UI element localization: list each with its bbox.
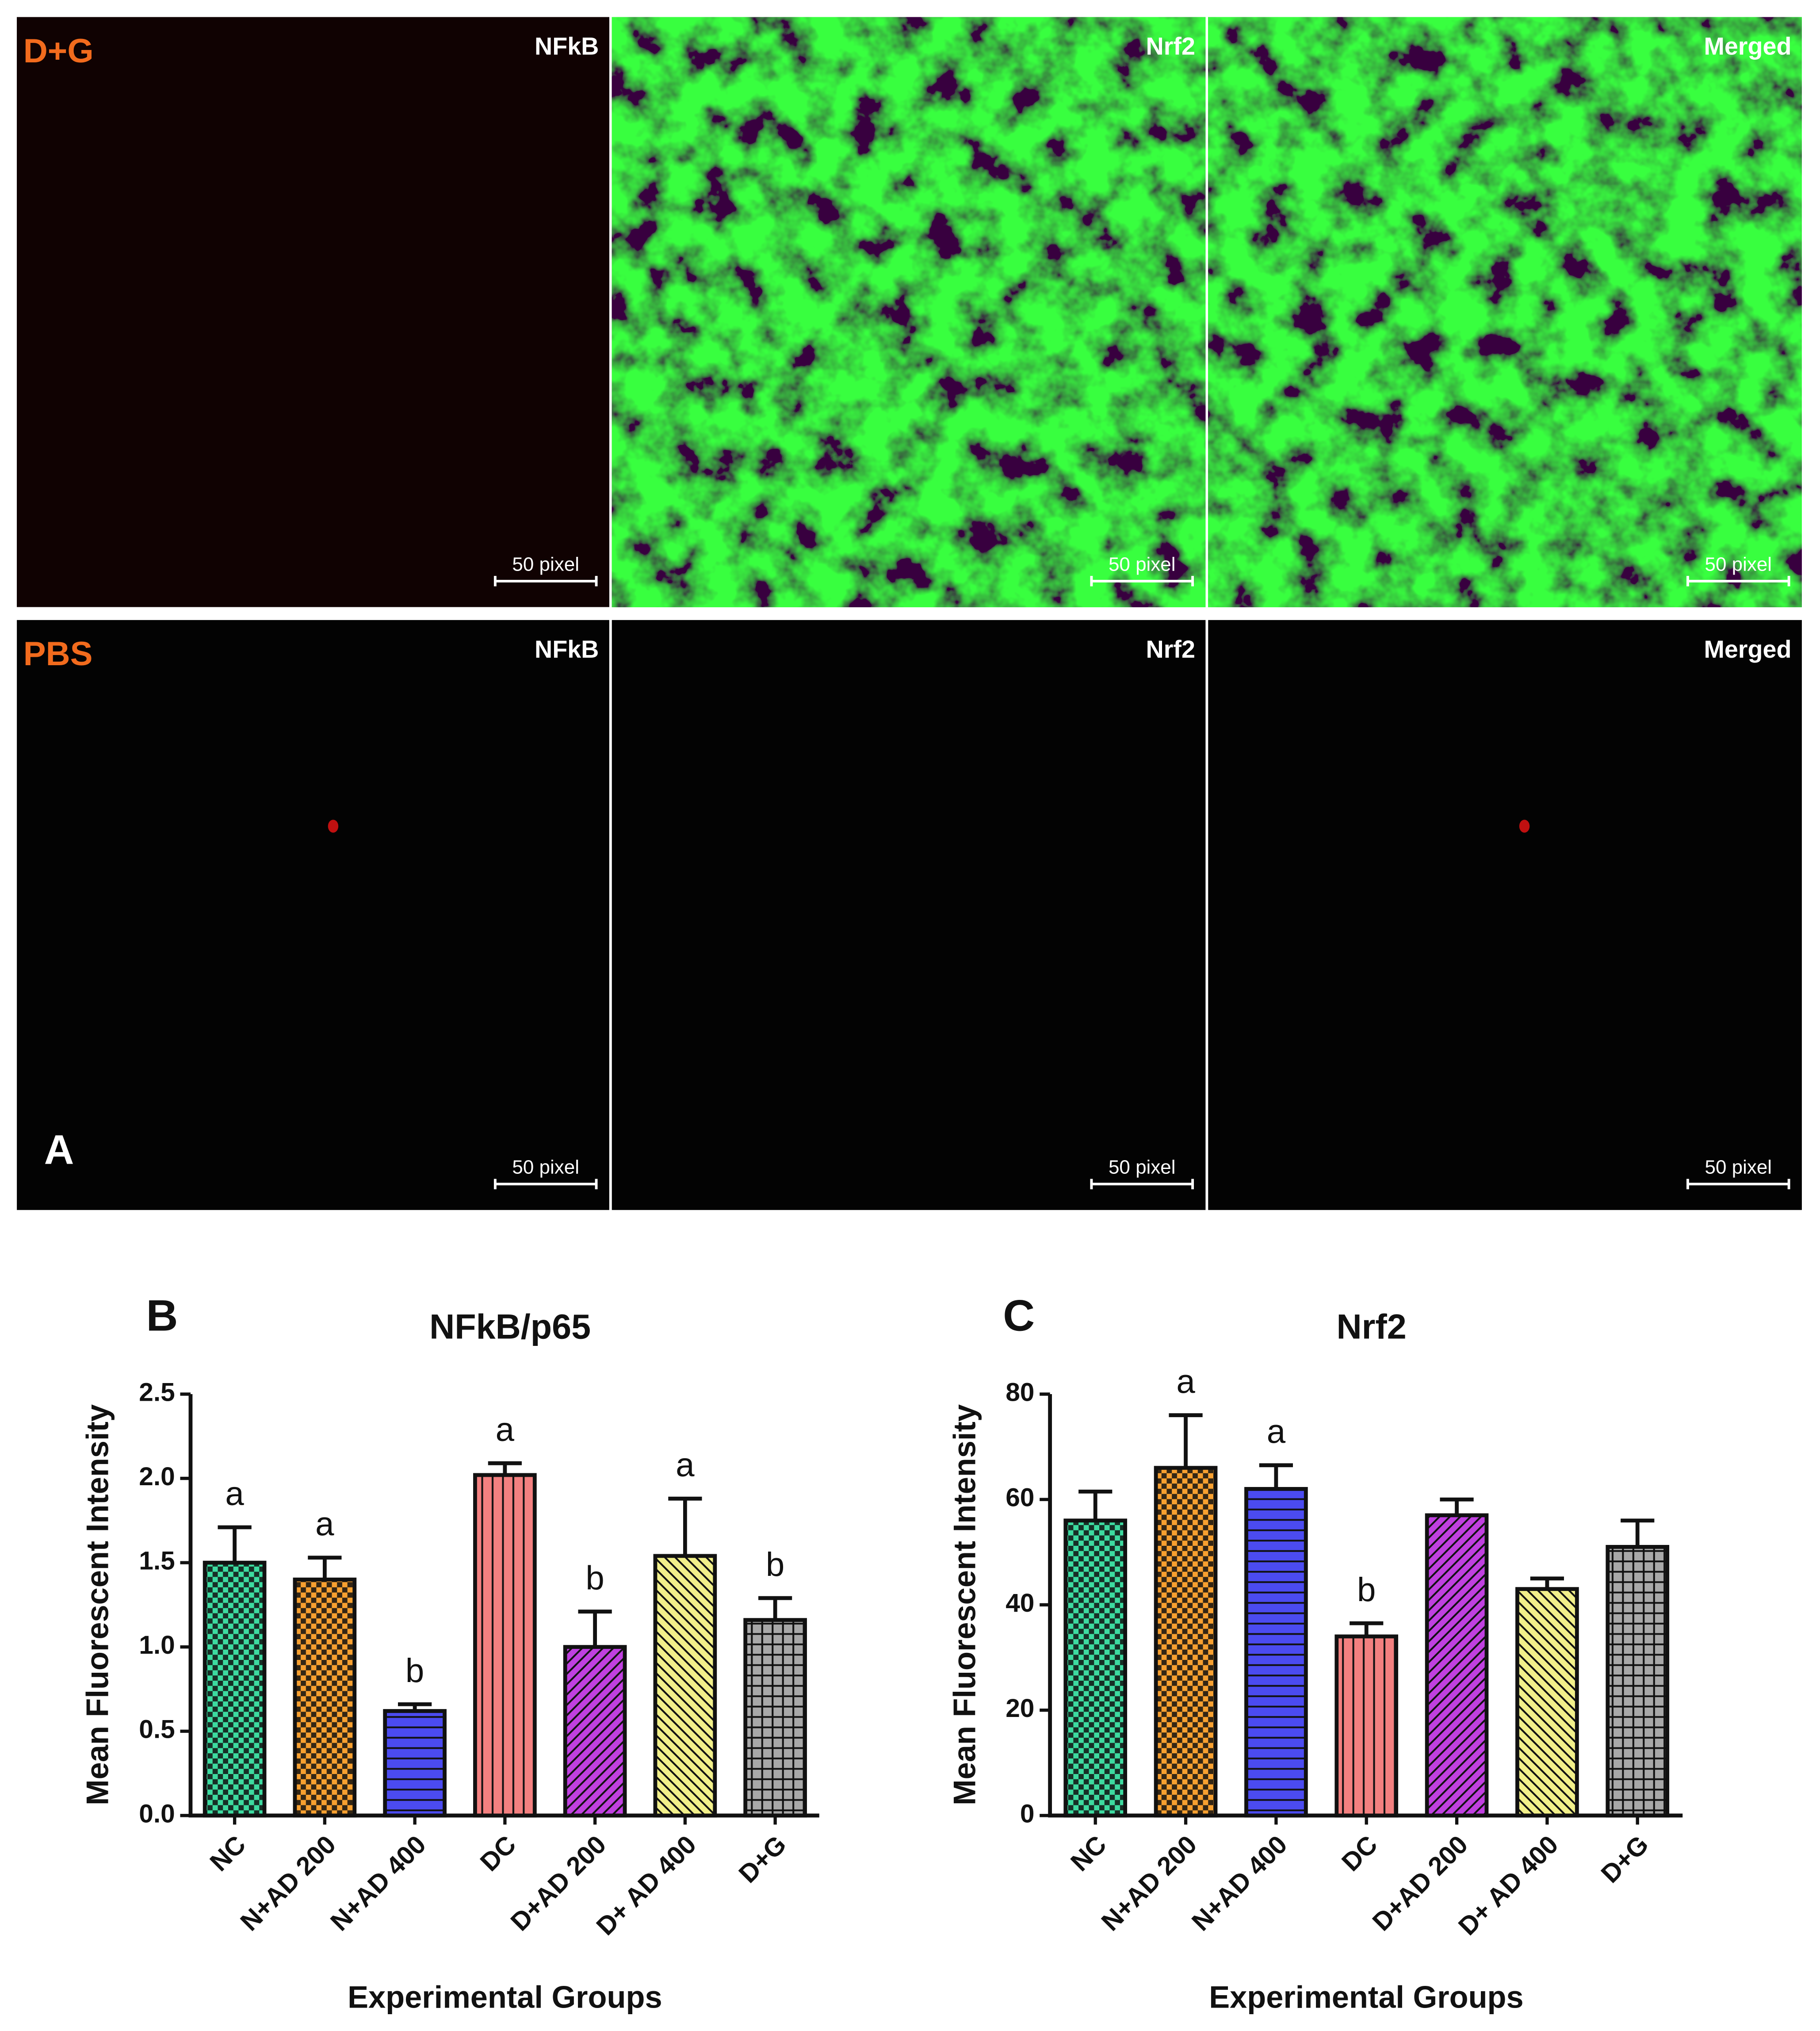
micrograph	[612, 620, 1206, 1210]
chart-title: Nrf2	[1336, 1307, 1406, 1346]
bar	[1606, 1545, 1670, 1818]
scale-bar-label: 50 pixel	[512, 553, 579, 575]
scale-bar-label: 50 pixel	[1109, 553, 1176, 575]
error-bar	[1621, 1518, 1655, 1547]
bar	[293, 1577, 357, 1818]
scale-bar	[1686, 576, 1790, 586]
micrograph-signal	[1208, 17, 1802, 607]
x-axis-label: Experimental Groups	[1209, 1980, 1523, 2015]
micrograph	[17, 620, 609, 1210]
y-tick-label: 1.0	[139, 1631, 175, 1659]
channel-label: Merged	[1704, 636, 1791, 663]
y-tick-label: 60	[1006, 1483, 1034, 1512]
y-tick-label: 40	[1006, 1589, 1034, 1617]
y-tick-label: 0.0	[139, 1799, 175, 1828]
error-bar	[218, 1525, 252, 1563]
bar	[743, 1618, 807, 1818]
scale-bar-label: 50 pixel	[1705, 1157, 1772, 1178]
channel-label: Nrf2	[1146, 636, 1195, 663]
channel-label: NFkB	[535, 33, 599, 60]
scale-bar	[1090, 1179, 1194, 1189]
significance-letter: b	[1357, 1571, 1376, 1609]
scale-bar-label: 50 pixel	[1705, 553, 1772, 575]
panel-label: C	[1003, 1291, 1035, 1340]
y-tick-label: 0.5	[139, 1715, 175, 1744]
scale-bar-label: 50 pixel	[512, 1157, 579, 1178]
bar	[1063, 1518, 1128, 1818]
y-tick-label: 2.0	[139, 1462, 175, 1491]
error-bar	[488, 1461, 522, 1475]
significance-letter: a	[225, 1475, 244, 1513]
scale-bar	[493, 1179, 598, 1189]
group-label: D+G	[23, 32, 94, 70]
significance-letter: b	[405, 1652, 424, 1690]
error-bar	[1169, 1413, 1203, 1468]
scale-bar	[1090, 576, 1194, 586]
micrograph	[1208, 620, 1802, 1210]
y-tick-label: 0	[1020, 1799, 1035, 1828]
panel-label: B	[146, 1291, 178, 1340]
significance-letter: a	[1176, 1363, 1195, 1400]
y-tick-label: 2.5	[139, 1378, 175, 1407]
micrograph-signal	[17, 17, 609, 607]
channel-label: Nrf2	[1146, 33, 1195, 60]
significance-letter: a	[315, 1505, 334, 1543]
panel-label: A	[44, 1127, 74, 1173]
channel-label: Merged	[1704, 33, 1791, 60]
bar	[653, 1554, 717, 1818]
panel-a: NFkB 50 pixel Nrf2 50 pixel Merged 50 pixel D+…	[17, 17, 1802, 1210]
bar	[1515, 1587, 1579, 1818]
red-spot	[1519, 820, 1530, 833]
error-bar	[758, 1596, 792, 1620]
bar	[1244, 1487, 1308, 1818]
y-axis-label: Mean Fluorescent Intensity	[947, 1404, 982, 1805]
group-label: PBS	[23, 635, 93, 673]
error-bar	[578, 1609, 612, 1647]
bar	[203, 1560, 267, 1818]
error-bar	[668, 1496, 702, 1556]
y-axis-label: Mean Fluorescent Intensity	[80, 1404, 115, 1805]
scale-bar	[493, 576, 598, 586]
significance-letter: a	[1267, 1413, 1286, 1451]
bar	[1334, 1634, 1399, 1818]
error-bar	[308, 1556, 342, 1580]
y-tick-label: 80	[1006, 1378, 1034, 1407]
significance-letter: a	[496, 1411, 515, 1449]
bar	[1425, 1513, 1489, 1818]
bar	[383, 1709, 447, 1818]
y-tick-label: 1.5	[139, 1547, 175, 1575]
significance-letter: b	[585, 1559, 604, 1597]
scale-bar	[1686, 1179, 1790, 1189]
error-bar	[1440, 1497, 1474, 1515]
channel-label: NFkB	[535, 636, 599, 663]
error-bar	[1078, 1489, 1113, 1521]
bar	[563, 1645, 627, 1818]
bar	[473, 1473, 537, 1818]
error-bar	[1350, 1621, 1384, 1636]
red-spot	[328, 820, 339, 833]
x-axis-label: Experimental Groups	[348, 1980, 662, 2015]
chart-title: NFkB/p65	[429, 1307, 591, 1346]
significance-letter: a	[676, 1446, 695, 1484]
significance-letter: b	[766, 1546, 784, 1583]
micrograph-signal	[612, 17, 1206, 607]
scale-bar-label: 50 pixel	[1109, 1157, 1176, 1178]
bar	[1154, 1466, 1218, 1818]
error-bar	[1259, 1463, 1293, 1489]
y-tick-label: 20	[1006, 1694, 1034, 1723]
